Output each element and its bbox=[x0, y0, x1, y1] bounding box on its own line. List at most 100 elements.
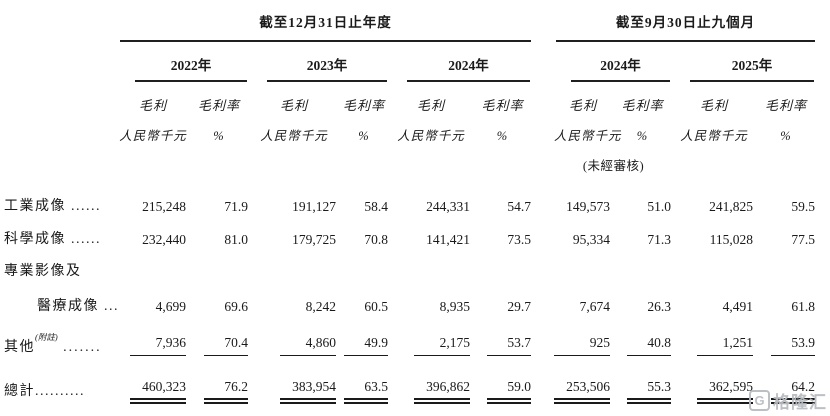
gross-margin-cell: 71.3 bbox=[647, 232, 671, 247]
row-label: 其他(附註) ....... bbox=[4, 332, 102, 355]
unit-percent: % bbox=[496, 129, 509, 143]
subheader-gross-margin: 毛利率 bbox=[197, 98, 240, 113]
subheader-gross-margin: 毛利率 bbox=[764, 98, 807, 113]
subheader-gross-profit: 毛利 bbox=[416, 98, 445, 113]
subheader-gross-margin: 毛利率 bbox=[621, 98, 664, 113]
gross-profit-total-cell: 362,595 bbox=[673, 356, 755, 410]
group-header-annual-label: 截至12月31日止年度 bbox=[259, 15, 392, 30]
unit-rmb-thousand: 人民幣千元 bbox=[397, 129, 465, 143]
unit-rmb-thousand: 人民幣千元 bbox=[119, 129, 187, 143]
gross-profit-cell: 179,725 bbox=[292, 232, 336, 247]
gross-profit-cell: 925 bbox=[554, 315, 612, 356]
gross-margin-cell: 70.8 bbox=[364, 232, 388, 247]
gross-margin-cell: 81.0 bbox=[224, 232, 248, 247]
gross-profit-cell: 8,935 bbox=[439, 299, 470, 314]
year-header-2022: 2022年 bbox=[118, 42, 250, 82]
unit-percent: % bbox=[636, 129, 649, 143]
year-header-row: 2022年 2023年 2024年 2024年 2025年 bbox=[0, 42, 817, 82]
gross-margin-cell: 69.6 bbox=[224, 299, 248, 314]
gross-margin-cell: 58.4 bbox=[364, 199, 388, 214]
gross-profit-cell: 7,936 bbox=[118, 315, 188, 356]
gross-profit-cell: 1,251 bbox=[673, 315, 755, 356]
gross-profit-cell: 241,825 bbox=[709, 199, 753, 214]
gross-margin-cell: 54.7 bbox=[507, 199, 531, 214]
gross-margin-cell: 51.0 bbox=[647, 199, 671, 214]
gross-margin-cell: 71.9 bbox=[224, 199, 248, 214]
gross-margin-total-cell: 64.2 bbox=[755, 356, 817, 410]
subheader-gross-profit: 毛利 bbox=[138, 98, 167, 113]
gross-margin-total-cell: 76.2 bbox=[188, 356, 250, 410]
gross-margin-cell: 49.9 bbox=[338, 315, 390, 356]
gross-margin-cell: 53.9 bbox=[755, 315, 817, 356]
group-spacer bbox=[533, 0, 554, 42]
gross-profit-cell: 244,331 bbox=[426, 199, 470, 214]
unit-percent: % bbox=[780, 129, 792, 143]
gross-margin-cell: 29.7 bbox=[507, 299, 531, 314]
gross-profit-cell: 232,440 bbox=[142, 232, 186, 247]
gross-profit-cell: 8,242 bbox=[305, 299, 336, 314]
gross-profit-total-cell: 396,862 bbox=[390, 356, 472, 410]
subheader-gross-margin: 毛利率 bbox=[342, 98, 385, 113]
gross-margin-cell: 40.8 bbox=[612, 315, 673, 356]
group-header-nine-months: 截至9月30日止九個月 bbox=[554, 0, 817, 42]
gross-margin-cell: 77.5 bbox=[791, 232, 815, 247]
gross-margin-total-cell: 55.3 bbox=[612, 356, 673, 410]
gross-margin-total-cell: 59.0 bbox=[472, 356, 533, 410]
row-label: 醫療成像 ... bbox=[37, 299, 119, 314]
gross-margin-cell: 70.4 bbox=[188, 315, 250, 356]
watermark-text: 格隆汇 bbox=[773, 393, 827, 412]
gross-profit-table: 截至12月31日止年度 截至9月30日止九個月 2022年 2023年 2024… bbox=[0, 0, 817, 410]
gross-margin-total-cell: 63.5 bbox=[338, 356, 390, 410]
gross-profit-cell: 141,421 bbox=[426, 232, 470, 247]
subheader-row: 毛利 毛利率 毛利 毛利率 毛利 毛利率 毛利 毛利率 毛利 毛利率 bbox=[0, 82, 817, 114]
corner-cell bbox=[0, 0, 118, 42]
gross-profit-cell: 4,491 bbox=[722, 299, 753, 314]
year-header-2024: 2024年 bbox=[390, 42, 533, 82]
gross-margin-cell: 59.5 bbox=[791, 199, 815, 214]
subheader-gross-profit: 毛利 bbox=[279, 98, 308, 113]
gross-margin-cell: 26.3 bbox=[647, 299, 671, 314]
gross-profit-cell: 115,028 bbox=[709, 232, 753, 247]
table-row-scientific-imaging: 科學成像 ...... 232,440 81.0 179,725 70.8 14… bbox=[0, 215, 817, 248]
table-row-total: 總計.......... 460,323 76.2 383,954 63.5 3… bbox=[0, 356, 817, 410]
gross-profit-cell: 95,334 bbox=[572, 232, 610, 247]
row-label: 專業影像及 bbox=[4, 264, 82, 279]
unit-rmb-thousand: 人民幣千元 bbox=[554, 129, 622, 143]
year-header-2023: 2023年 bbox=[250, 42, 390, 82]
gross-profit-cell: 149,573 bbox=[566, 199, 610, 214]
group-header-row: 截至12月31日止年度 截至9月30日止九個月 bbox=[0, 0, 817, 42]
group-header-annual: 截至12月31日止年度 bbox=[118, 0, 533, 42]
gross-profit-cell: 4,699 bbox=[155, 299, 186, 314]
row-label: 總計.......... bbox=[4, 384, 85, 399]
unaudited-note: (未經審核) bbox=[582, 159, 645, 173]
year-header-2024-9m: 2024年 bbox=[554, 42, 673, 82]
unit-percent: % bbox=[213, 129, 225, 143]
gross-profit-cell: 191,127 bbox=[292, 199, 336, 214]
gross-margin-cell: 53.7 bbox=[472, 315, 533, 356]
row-label: 工業成像 ...... bbox=[4, 199, 101, 214]
watermark-logo-icon: G bbox=[749, 390, 770, 411]
unaudited-note-row: (未經審核) bbox=[0, 144, 817, 174]
year-header-2025: 2025年 bbox=[673, 42, 817, 82]
subheader-gross-profit: 毛利 bbox=[699, 98, 728, 113]
subheader-gross-profit: 毛利 bbox=[568, 98, 597, 113]
gross-profit-cell: 4,860 bbox=[250, 315, 338, 356]
gross-margin-cell: 60.5 bbox=[364, 299, 388, 314]
gross-margin-cell: 61.8 bbox=[791, 299, 815, 314]
subheader-gross-margin: 毛利率 bbox=[481, 98, 524, 113]
unit-rmb-thousand: 人民幣千元 bbox=[680, 129, 748, 143]
gross-profit-cell: 2,175 bbox=[390, 315, 472, 356]
table-row-others: 其他(附註) ....... 7,936 70.4 4,860 49.9 2,1… bbox=[0, 315, 817, 356]
table-row-medical-imaging: 醫療成像 ... 4,699 69.6 8,242 60.5 8,935 29.… bbox=[0, 280, 817, 315]
watermark: G 格隆汇 bbox=[749, 388, 827, 413]
gross-profit-cell: 215,248 bbox=[142, 199, 186, 214]
table-row-industrial-imaging: 工業成像 ...... 215,248 71.9 191,127 58.4 24… bbox=[0, 174, 817, 215]
group-header-nine-months-label: 截至9月30日止九個月 bbox=[615, 15, 756, 30]
row-label: 科學成像 ...... bbox=[4, 232, 101, 247]
units-row: 人民幣千元 % 人民幣千元 % 人民幣千元 % 人民幣千元 % 人民幣千元 % bbox=[0, 114, 817, 144]
gross-margin-cell: 73.5 bbox=[507, 232, 531, 247]
gross-profit-total-cell: 253,506 bbox=[554, 356, 612, 410]
gross-profit-total-cell: 383,954 bbox=[250, 356, 338, 410]
footnote-marker: (附註) bbox=[35, 332, 58, 343]
